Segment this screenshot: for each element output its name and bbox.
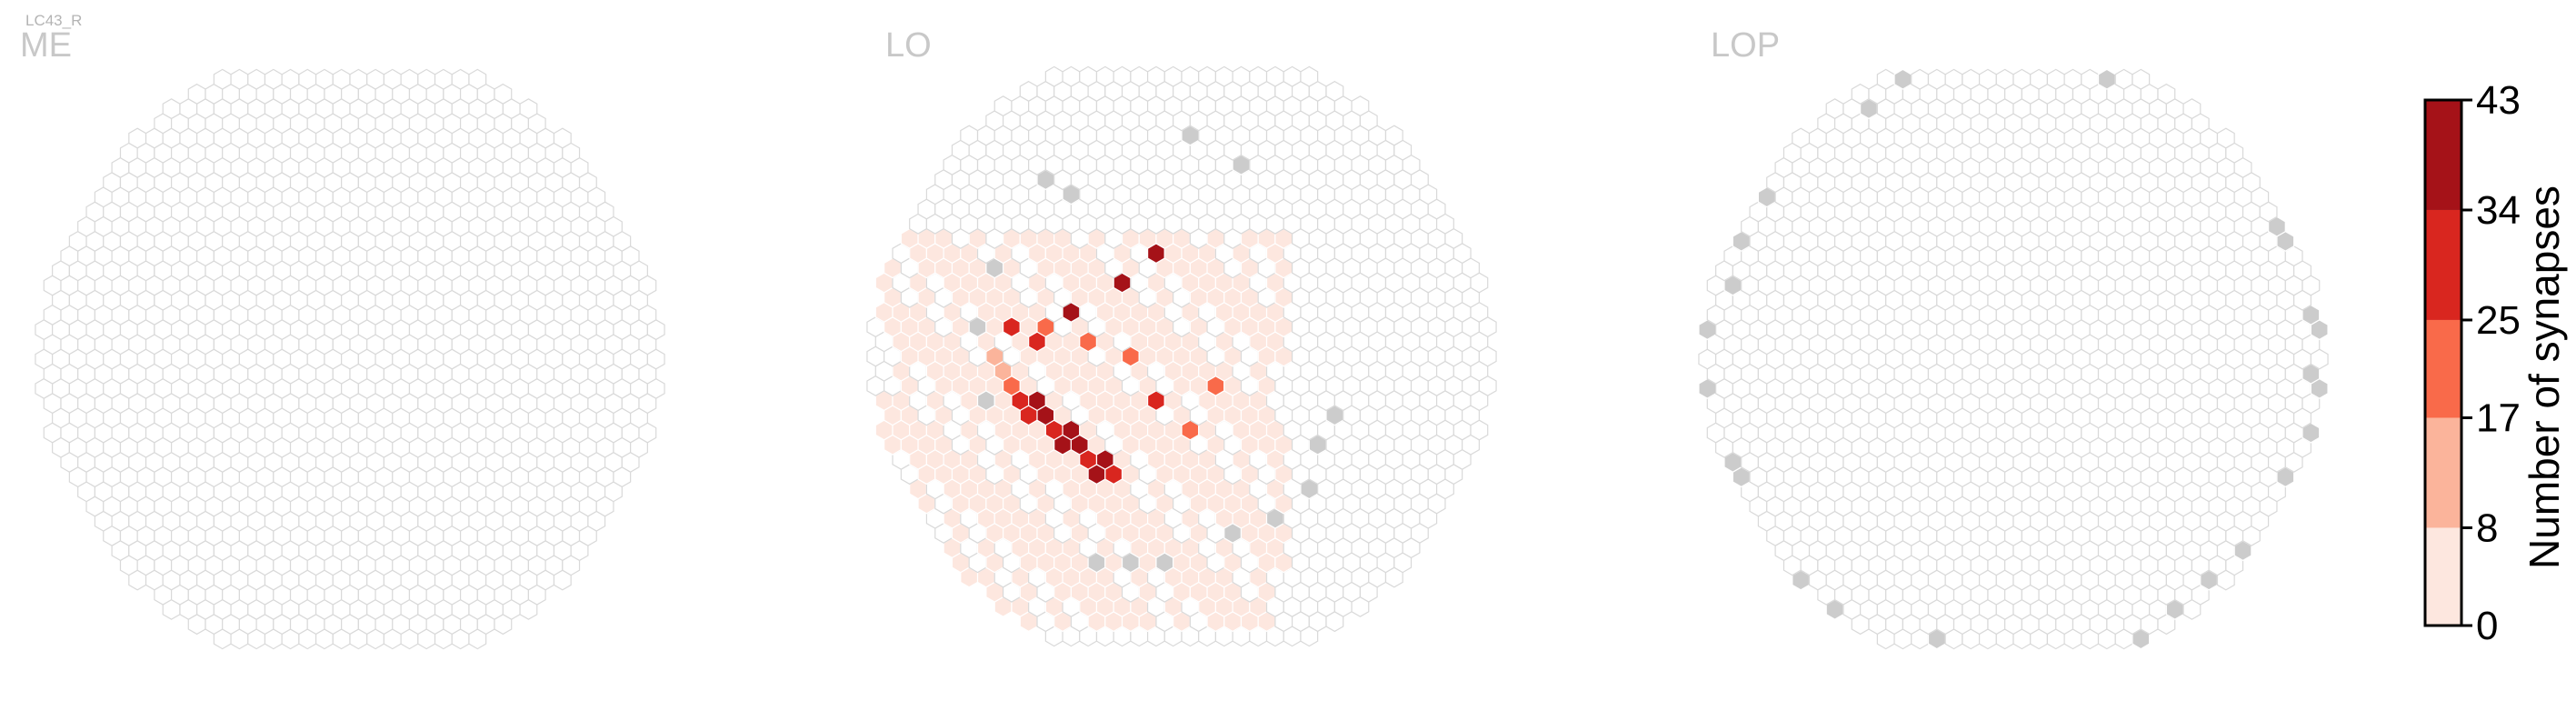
colorbar-segment — [2425, 319, 2461, 418]
hex-map-lop — [1698, 68, 2329, 650]
hex-column — [2182, 98, 2202, 120]
hex-column — [993, 95, 1013, 117]
colorbar-tick-label: 8 — [2476, 506, 2498, 550]
hex-column — [2012, 68, 2032, 90]
hex-column — [1351, 95, 1370, 117]
hex-column — [2114, 68, 2133, 90]
hex-column — [1265, 65, 1284, 87]
hex-column-gray — [2097, 68, 2116, 90]
hex-column — [1163, 65, 1183, 87]
colorbar-tick-label: 25 — [2476, 298, 2521, 343]
hex-column — [494, 83, 513, 105]
hex-column — [264, 68, 283, 90]
hex-column — [1062, 65, 1081, 87]
hex-column — [1944, 68, 1963, 90]
hex-column — [2046, 68, 2065, 90]
hex-column — [1911, 68, 1930, 90]
hex-column — [1325, 80, 1344, 102]
hex-column — [2157, 83, 2176, 105]
hex-column — [1300, 65, 1319, 87]
hex-column — [247, 68, 266, 90]
hex-column — [1876, 68, 1895, 90]
hex-column — [1198, 65, 1217, 87]
hex-column — [349, 68, 368, 90]
hex-map-lo — [866, 65, 1497, 647]
cell-type-label: LC43_R — [25, 12, 82, 29]
hex-column — [1181, 65, 1200, 87]
hex-column — [1232, 65, 1251, 87]
hex-column — [1249, 65, 1268, 87]
hex-column-gray — [1893, 68, 1912, 90]
hex-column — [1079, 65, 1098, 87]
hex-column — [1978, 68, 1997, 90]
hex-column — [1384, 125, 1403, 146]
hex-column — [230, 68, 249, 90]
hex-map-me — [35, 68, 665, 650]
hex-column — [281, 68, 300, 90]
hex-column — [2063, 68, 2082, 90]
hex-column — [332, 68, 351, 90]
hex-column — [315, 68, 334, 90]
hex-column — [2132, 68, 2151, 90]
hex-column — [2030, 68, 2049, 90]
hex-column — [451, 68, 470, 90]
hex-column — [2216, 127, 2235, 149]
hex-column — [128, 127, 147, 149]
hex-column — [366, 68, 385, 90]
hex-column — [468, 68, 487, 90]
hex-column — [960, 125, 979, 146]
hex-column — [417, 68, 436, 90]
hex-column — [2081, 68, 2100, 90]
panel-title-me: ME — [20, 26, 72, 65]
hex-column — [213, 68, 232, 90]
hex-column — [1851, 83, 1870, 105]
hex-column — [187, 83, 206, 105]
hex-column — [553, 127, 572, 149]
colorbar-tick-label: 43 — [2476, 78, 2521, 123]
hex-column — [1283, 65, 1302, 87]
hex-column — [1019, 80, 1038, 102]
hex-column — [1825, 98, 1844, 120]
colorbar-tick-label: 17 — [2476, 396, 2521, 440]
colorbar-segment — [2425, 100, 2461, 210]
colorbar-segment — [2425, 417, 2461, 528]
hex-column — [383, 68, 402, 90]
colorbar-label: Number of synapses — [2521, 185, 2568, 569]
colorbar-segment — [2425, 209, 2461, 320]
colorbar-segment — [2425, 527, 2461, 626]
panel-title-lop: LOP — [1711, 26, 1780, 65]
colorbar-tick-label: 0 — [2476, 604, 2498, 648]
panel-title-lo: LO — [885, 26, 932, 65]
hex-column — [1044, 65, 1063, 87]
hex-column — [400, 68, 419, 90]
hex-column — [162, 98, 181, 120]
hex-column — [1995, 68, 2014, 90]
hex-column — [1962, 68, 1981, 90]
colorbar-tick-label: 34 — [2476, 188, 2521, 233]
hex-column — [434, 68, 453, 90]
hex-column — [1146, 65, 1165, 87]
hex-column — [1792, 127, 1811, 149]
hex-column — [1214, 65, 1233, 87]
hex-column — [1113, 65, 1132, 87]
hex-column — [1927, 68, 1946, 90]
colorbar: 0 8 17 25 34 43 — [2423, 78, 2521, 648]
hex-column — [1130, 65, 1149, 87]
hex-column — [298, 68, 317, 90]
hex-column — [519, 98, 538, 120]
hex-column — [1095, 65, 1114, 87]
